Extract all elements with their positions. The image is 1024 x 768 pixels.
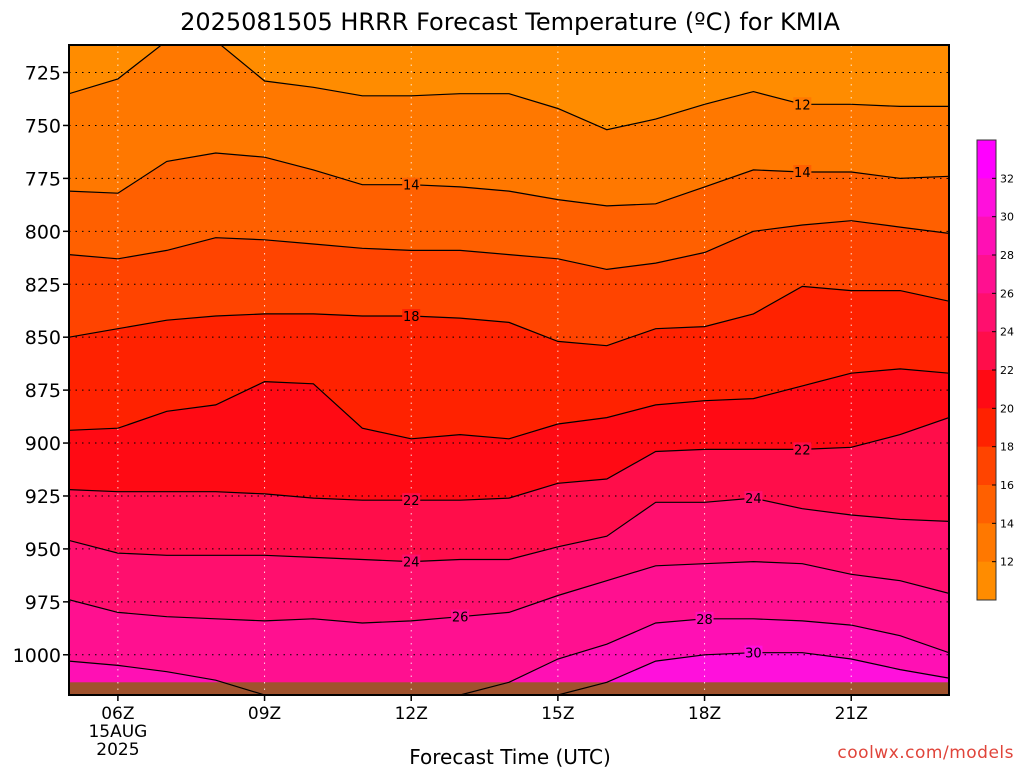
y-axis: 725 750 775 800 825 850 875 900 925 950 975 1000: [13, 63, 69, 667]
colorbar-segment-22: [977, 331, 996, 371]
contour-label-bg: [402, 177, 421, 192]
y-tick-label-750: 750: [25, 115, 61, 137]
contour-label-18: 18: [403, 310, 420, 325]
colorbar-tick-label-32: 32: [1000, 172, 1014, 185]
x-tick-date: 15AUG: [88, 722, 147, 742]
colorbar-tick-label-16: 16: [1000, 479, 1014, 492]
y-tick-label-1000: 1000: [13, 645, 61, 667]
contour-label-24: 24: [403, 556, 420, 571]
x-tick-label-06Z: 06Z: [101, 704, 134, 724]
terrain-below-surface: [69, 682, 949, 695]
x-tick-label-18Z: 18Z: [688, 704, 721, 724]
y-tick-label-725: 725: [25, 63, 61, 85]
contour-line-26: [69, 560, 949, 624]
contour-label-bg: [793, 165, 812, 180]
y-tick-label-775: 775: [25, 168, 61, 190]
colorbar-segment-18: [977, 408, 996, 448]
contour-label-14: 14: [403, 179, 420, 194]
temperature-fill-bands: [69, 45, 949, 695]
contour-line-20: [69, 368, 949, 440]
contour-label-bg: [744, 645, 763, 660]
colorbar-segment-14: [977, 485, 996, 524]
colorbar-segment-26: [977, 255, 996, 294]
contour-label-26: 26: [452, 611, 469, 626]
colorbar-segment-20: [977, 370, 996, 409]
contour-label-bg: [793, 97, 812, 112]
contour-label-14: 14: [794, 166, 811, 181]
contour-labels: 12 14 14 18 22 22 24 24 26 28 30: [402, 97, 812, 662]
site-credit: coolwx.com/models: [837, 743, 1014, 763]
y-tick-label-925: 925: [25, 486, 61, 508]
contour-label-22: 22: [794, 443, 811, 458]
colorbar-segment-28: [977, 216, 996, 256]
x-tick-year: 2025: [96, 740, 139, 760]
contour-label-bg: [402, 309, 421, 324]
y-tick-label-975: 975: [25, 592, 61, 614]
contour-line-24: [69, 497, 949, 563]
contour-line-16: [69, 220, 949, 271]
chart-title: 2025081505 HRRR Forecast Temperature (ºC…: [180, 8, 840, 36]
x-tick-label-15Z: 15Z: [541, 704, 574, 724]
y-tick-label-850: 850: [25, 327, 61, 349]
contour-label-bg: [451, 609, 470, 624]
contour-label-24: 24: [745, 492, 762, 507]
contour-label-bg: [793, 442, 812, 457]
grid-lines: [69, 45, 949, 695]
colorbar-segment-24: [977, 293, 996, 333]
y-tick-label-825: 825: [25, 274, 61, 296]
colorbar-tick-label-20: 20: [1000, 402, 1014, 415]
plot-frame: [68, 44, 950, 696]
contour-label-bg: [402, 493, 421, 508]
colorbar-segment-16: [977, 446, 996, 486]
x-tick-label-21Z: 21Z: [835, 704, 868, 724]
x-tick-label-09Z: 09Z: [248, 704, 281, 724]
colorbar-tick-label-14: 14: [1000, 517, 1014, 530]
contour-label-bg: [695, 611, 714, 626]
colorbar-tick-label-22: 22: [1000, 364, 1014, 377]
contour-label-bg: [744, 491, 763, 506]
colorbar-segment-10: [977, 561, 996, 601]
contour-label-22: 22: [403, 494, 420, 509]
contour-line-18: [69, 285, 949, 347]
colorbar-tick-label-26: 26: [1000, 287, 1014, 300]
colorbar-tick-label-28: 28: [1000, 249, 1014, 262]
x-axis-label: Forecast Time (UTC): [409, 745, 611, 768]
colorbar-tick-label-18: 18: [1000, 441, 1014, 454]
colorbar-tick-label-24: 24: [1000, 326, 1014, 339]
terrain-layer: [69, 682, 949, 695]
contour-line-28: [69, 618, 949, 695]
contour-line-30: [69, 652, 949, 695]
colorbar-segment-30: [977, 178, 996, 218]
y-tick-label-875: 875: [25, 380, 61, 402]
colorbar-tick-label-30: 30: [1000, 211, 1014, 224]
colorbar: 12 14 16 18 20 22 24 26 28 30 32: [976, 139, 1014, 601]
colorbar-segment-12: [977, 523, 996, 563]
y-tick-label-800: 800: [25, 221, 61, 243]
y-tick-label-900: 900: [25, 433, 61, 455]
colorbar-tick-label-12: 12: [1000, 556, 1014, 569]
y-tick-label-950: 950: [25, 539, 61, 561]
contour-label-12: 12: [794, 98, 811, 113]
contour-label-bg: [402, 554, 421, 569]
contour-label-30: 30: [745, 647, 762, 662]
colorbar-segment-32: [977, 140, 996, 179]
contour-label-28: 28: [696, 613, 713, 628]
x-tick-label-12Z: 12Z: [395, 704, 428, 724]
